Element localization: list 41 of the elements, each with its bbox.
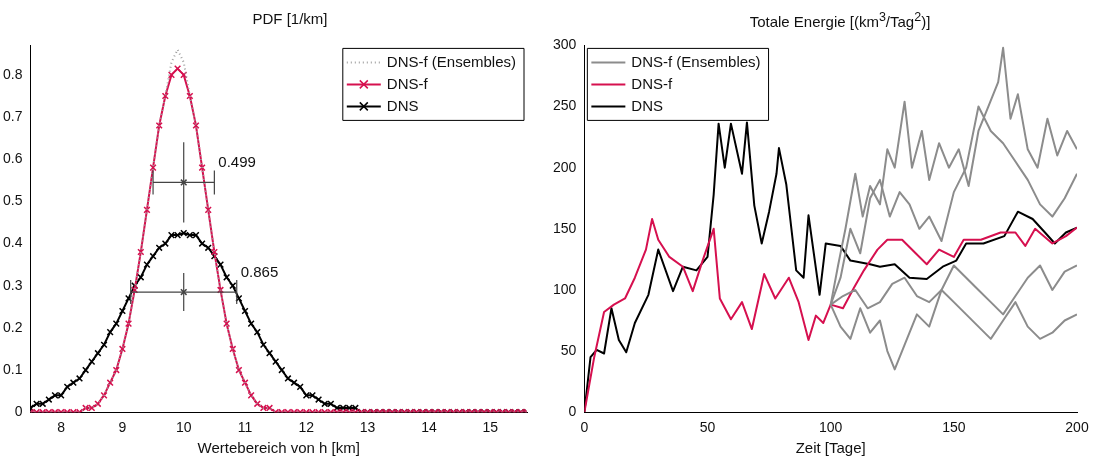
- legend-label: DNS-f (Ensembles): [631, 52, 761, 70]
- x-tick-label: 200: [1065, 419, 1089, 436]
- chart-title: PDF [1/km]: [251, 10, 329, 27]
- y-tick-label: 0.6: [2, 150, 23, 167]
- x-axis-title: Wertebereich von h [km]: [197, 439, 360, 457]
- y-tick-label: 0.8: [2, 65, 23, 82]
- legend-label: DNS: [386, 96, 419, 114]
- x-tick-label: 13: [359, 419, 376, 436]
- legend-label: DNS-f: [386, 74, 429, 92]
- legend-label: DNS-f (Ensembles): [386, 52, 517, 70]
- x-tick-label: 14: [421, 419, 437, 436]
- y-tick-label: 0: [14, 403, 23, 420]
- y-tick-label: 100: [553, 280, 577, 297]
- x-axis-title: Zeit [Tage]: [795, 439, 866, 457]
- x-tick-label: 100: [819, 419, 843, 436]
- x-tick-label: 9: [118, 419, 127, 436]
- y-tick-label: 250: [553, 97, 577, 114]
- chart-title: Totale Energie [(km$^{3}$/Tag$^{2}$)]: [748, 10, 932, 30]
- x-tick-label: 50: [699, 419, 716, 436]
- x-tick-label: 8: [57, 419, 66, 436]
- legend-label: DNS: [631, 96, 664, 114]
- y-tick-label: 300: [553, 36, 577, 53]
- annotation: 0.865: [240, 262, 279, 280]
- y-tick-label: 0.2: [2, 318, 23, 335]
- x-tick-label: 11: [237, 419, 253, 436]
- x-tick-label: 150: [942, 419, 966, 436]
- y-tick-label: 0.5: [2, 192, 23, 209]
- x-tick-label: 10: [175, 419, 192, 436]
- x-tick-label: 12: [298, 419, 315, 436]
- y-tick-label: 0.4: [2, 234, 23, 251]
- legend-label: DNS-f: [631, 74, 674, 92]
- x-tick-label: 0: [580, 419, 589, 436]
- annotation: 0.499: [218, 153, 256, 171]
- y-tick-label: 0.1: [2, 360, 23, 377]
- y-tick-label: 0: [568, 403, 577, 420]
- y-tick-label: 150: [553, 219, 577, 236]
- y-tick-label: 200: [553, 158, 577, 175]
- y-tick-label: 0.7: [2, 107, 23, 124]
- y-tick-label: 0.3: [2, 276, 23, 293]
- y-tick-label: 50: [560, 341, 577, 358]
- x-tick-label: 15: [482, 419, 499, 436]
